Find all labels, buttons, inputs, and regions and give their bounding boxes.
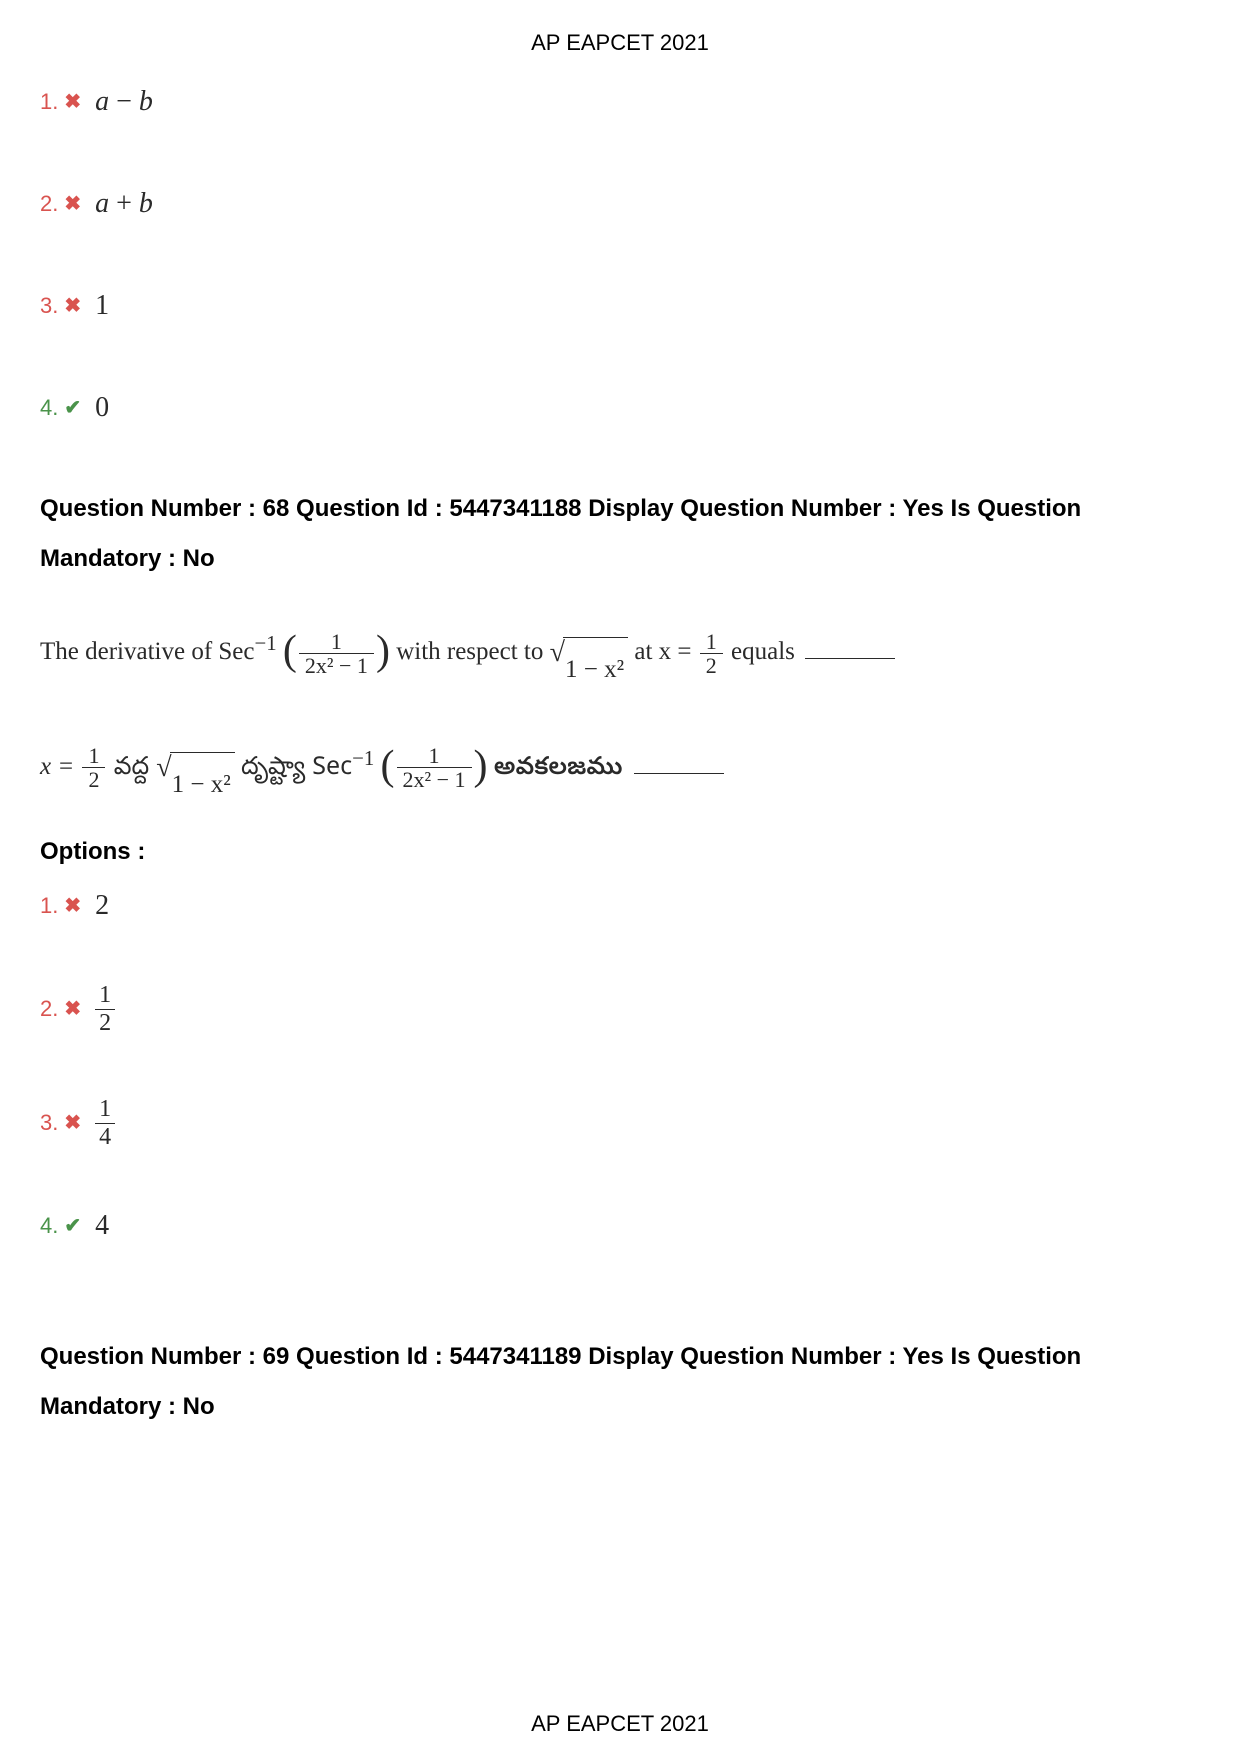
option-row: 1. ✖ a − b	[40, 86, 1200, 118]
check-icon: ✔	[64, 398, 81, 418]
option-number: 2.	[40, 996, 58, 1022]
right-paren: )	[376, 628, 390, 674]
option-number: 3.	[40, 293, 58, 319]
radicand: 1 − x²	[563, 637, 628, 700]
x-eq: x =	[40, 753, 80, 780]
option-row: 2. ✖ 12	[40, 982, 1200, 1036]
fraction-denominator: 2x² − 1	[397, 768, 472, 791]
cross-icon: ✖	[64, 194, 81, 214]
option-content: 14	[95, 1096, 115, 1150]
option-content: 2	[95, 890, 109, 922]
option-number: 1.	[40, 893, 58, 919]
telugu-word: దృష్ట్యా Sec	[241, 753, 352, 787]
var-b: b	[139, 86, 153, 117]
radical-icon: √	[156, 754, 171, 782]
fraction: 12x² − 1	[397, 744, 472, 791]
fraction-denominator: 4	[95, 1124, 115, 1150]
fraction-denominator: 2	[700, 654, 723, 677]
cross-icon: ✖	[64, 999, 81, 1019]
operator: −	[116, 86, 132, 117]
option-content: a + b	[95, 188, 153, 220]
text-mid1: with respect to	[396, 638, 549, 665]
fraction-numerator: 1	[397, 744, 472, 768]
var-a: a	[95, 188, 109, 219]
question-68-english: The derivative of Sec−1 (12x² − 1) with …	[40, 603, 1200, 704]
option-content: 4	[95, 1210, 109, 1242]
option-number: 4.	[40, 1213, 58, 1239]
radical-icon: √	[550, 639, 565, 667]
left-paren: (	[283, 628, 297, 674]
page: AP EAPCET 2021 1. ✖ a − b 2. ✖ a + b 3. …	[0, 0, 1240, 1433]
option-row: 4. ✔ 4	[40, 1210, 1200, 1242]
fraction-denominator: 2	[82, 768, 105, 791]
fraction-half: 12	[82, 744, 105, 791]
var-b: b	[139, 188, 153, 219]
option-number: 2.	[40, 191, 58, 217]
blank-line	[805, 658, 895, 659]
question-68-meta: Question Number : 68 Question Id : 54473…	[40, 484, 1200, 585]
fraction-numerator: 1	[95, 982, 115, 1009]
question-68-telugu: x = 12 వద్ద √1 − x² దృష్ట్యా Sec−1 (12x²…	[40, 718, 1200, 819]
blank-line	[634, 773, 724, 774]
cross-icon: ✖	[64, 1113, 81, 1133]
fraction-numerator: 1	[95, 1096, 115, 1123]
left-paren: (	[381, 743, 395, 789]
question-68-body: The derivative of Sec−1 (12x² − 1) with …	[40, 603, 1200, 819]
option-row: 3. ✖ 1	[40, 290, 1200, 322]
option-content: 12	[95, 982, 115, 1036]
option-content: a − b	[95, 86, 153, 118]
cross-icon: ✖	[64, 296, 81, 316]
fraction-numerator: 1	[700, 630, 723, 654]
option-row: 2. ✖ a + b	[40, 188, 1200, 220]
text-tail: equals	[731, 638, 801, 665]
operator: +	[116, 188, 132, 219]
question-68-options: 1. ✖ 2 2. ✖ 12 3. ✖ 14 4. ✔ 4	[40, 890, 1200, 1242]
fraction-denominator: 2x² − 1	[299, 654, 374, 677]
option-number: 4.	[40, 395, 58, 421]
page-footer-title: AP EAPCET 2021	[0, 1711, 1240, 1737]
fraction-denominator: 2	[95, 1010, 115, 1036]
options-label: Options :	[40, 838, 1200, 866]
option-content: 1	[95, 290, 109, 322]
radicand: 1 − x²	[170, 752, 235, 815]
text-prefix: The derivative of Sec	[40, 638, 255, 665]
check-icon: ✔	[64, 1216, 81, 1236]
option-row: 3. ✖ 14	[40, 1096, 1200, 1150]
question-69-meta: Question Number : 69 Question Id : 54473…	[40, 1332, 1200, 1433]
prev-question-options: 1. ✖ a − b 2. ✖ a + b 3. ✖ 1 4. ✔ 0	[40, 86, 1200, 424]
fraction-numerator: 1	[82, 744, 105, 768]
cross-icon: ✖	[64, 92, 81, 112]
fraction: 12x² − 1	[299, 630, 374, 677]
var-a: a	[95, 86, 109, 117]
telugu-word: అవకలజము	[494, 753, 630, 787]
superscript-minus1: −1	[255, 631, 277, 655]
fraction-numerator: 1	[299, 630, 374, 654]
telugu-word: వద్ద	[114, 753, 157, 787]
fraction: 14	[95, 1096, 115, 1150]
fraction-half: 12	[700, 630, 723, 677]
option-content: 0	[95, 392, 109, 424]
text-mid2: at x =	[634, 638, 697, 665]
cross-icon: ✖	[64, 896, 81, 916]
superscript-minus1: −1	[352, 745, 374, 769]
option-row: 4. ✔ 0	[40, 392, 1200, 424]
right-paren: )	[474, 743, 488, 789]
option-number: 3.	[40, 1110, 58, 1136]
sqrt: √1 − x²	[156, 752, 234, 815]
option-row: 1. ✖ 2	[40, 890, 1200, 922]
sqrt: √1 − x²	[550, 637, 628, 700]
page-header-title: AP EAPCET 2021	[40, 30, 1200, 56]
fraction: 12	[95, 982, 115, 1036]
option-number: 1.	[40, 89, 58, 115]
